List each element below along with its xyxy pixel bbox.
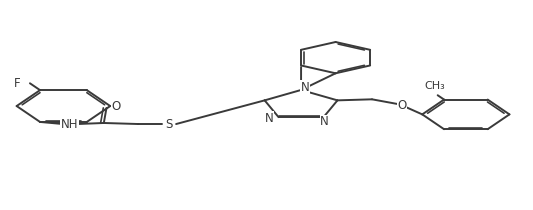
- Text: O: O: [111, 100, 120, 113]
- Text: N: N: [301, 81, 310, 94]
- Text: N: N: [320, 115, 329, 128]
- Text: CH₃: CH₃: [425, 81, 446, 91]
- Text: S: S: [166, 118, 173, 131]
- Text: NH: NH: [61, 118, 78, 131]
- Text: N: N: [264, 112, 273, 125]
- Text: O: O: [397, 99, 406, 112]
- Text: F: F: [14, 77, 20, 90]
